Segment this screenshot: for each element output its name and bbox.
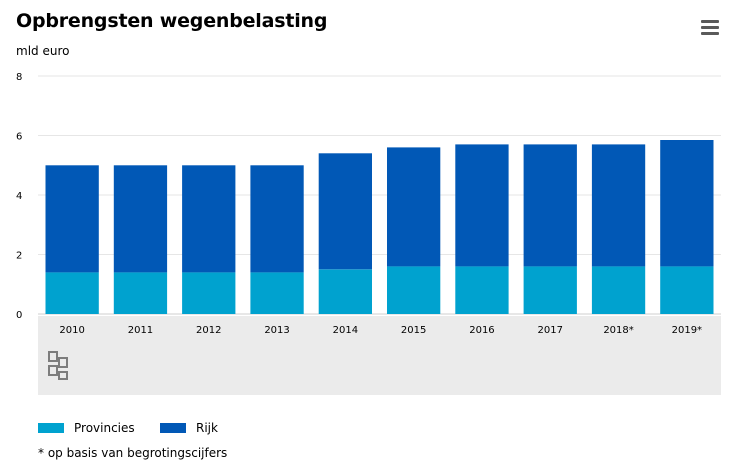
x-tick-label: 2014	[333, 325, 358, 336]
x-tick-label: 2017	[538, 325, 563, 336]
x-tick-label: 2013	[264, 325, 289, 336]
chart-title: Opbrengsten wegenbelasting	[16, 10, 328, 32]
y-tick-label: 4	[16, 191, 22, 202]
legend-label: Rijk	[196, 421, 218, 435]
x-tick-label: 2010	[59, 325, 84, 336]
y-tick-label: 0	[16, 310, 22, 321]
bar-rijk-2018[interactable]	[591, 144, 646, 267]
bar-provincies-2010[interactable]	[45, 272, 99, 314]
bar-rijk-2011[interactable]	[113, 165, 168, 273]
chart-footer-band	[38, 316, 721, 395]
bar-provincies-2019[interactable]	[660, 266, 714, 314]
legend-swatch	[38, 423, 64, 433]
x-tick-label: 2011	[128, 325, 153, 336]
bars	[45, 140, 714, 314]
bar-provincies-2017[interactable]	[523, 266, 577, 314]
x-axis-ticks: 2010 2011 2012 2013 2014 2015 2016 2017 2018* 201…	[59, 325, 702, 336]
bar-provincies-2013[interactable]	[250, 272, 304, 314]
legend-label: Provincies	[74, 421, 135, 435]
cbs-logo	[48, 351, 68, 380]
bar-rijk-2015[interactable]	[387, 147, 441, 267]
menu-bar	[701, 26, 719, 29]
x-tick-label: 2012	[196, 325, 221, 336]
x-tick-label: 2018*	[603, 325, 633, 336]
bar-rijk-2012[interactable]	[182, 165, 236, 273]
bar-provincies-2016[interactable]	[455, 266, 509, 314]
bar-provincies-2015[interactable]	[387, 266, 441, 314]
bar-provincies-2011[interactable]	[113, 272, 168, 314]
bar-rijk-2016[interactable]	[455, 144, 509, 267]
bar-rijk-2013[interactable]	[250, 165, 304, 273]
bar-rijk-2010[interactable]	[45, 165, 99, 273]
menu-bar	[701, 32, 719, 35]
y-axis-ticks: 0 2 4 6 8	[16, 72, 22, 321]
x-tick-label: 2016	[469, 325, 494, 336]
x-tick-label: 2019*	[672, 325, 702, 336]
bar-provincies-2012[interactable]	[182, 272, 236, 314]
legend-swatch	[160, 423, 186, 433]
unit-label: mld euro	[16, 44, 70, 58]
legend-item-rijk[interactable]: Rijk	[160, 421, 218, 435]
bar-rijk-2014[interactable]	[318, 153, 372, 270]
bar-provincies-2018[interactable]	[591, 266, 646, 314]
bar-rijk-2019[interactable]	[660, 140, 714, 267]
footnote: * op basis van begrotingscijfers	[38, 446, 228, 460]
legend-item-provincies[interactable]: Provincies	[38, 421, 135, 435]
bar-provincies-2014[interactable]	[318, 269, 372, 314]
bar-rijk-2017[interactable]	[523, 144, 577, 267]
x-tick-label: 2015	[401, 325, 426, 336]
menu-bar	[701, 20, 719, 23]
y-tick-label: 2	[16, 251, 22, 262]
y-tick-label: 8	[16, 72, 22, 83]
hamburger-menu-icon[interactable]	[699, 20, 721, 36]
y-tick-label: 6	[16, 132, 22, 143]
